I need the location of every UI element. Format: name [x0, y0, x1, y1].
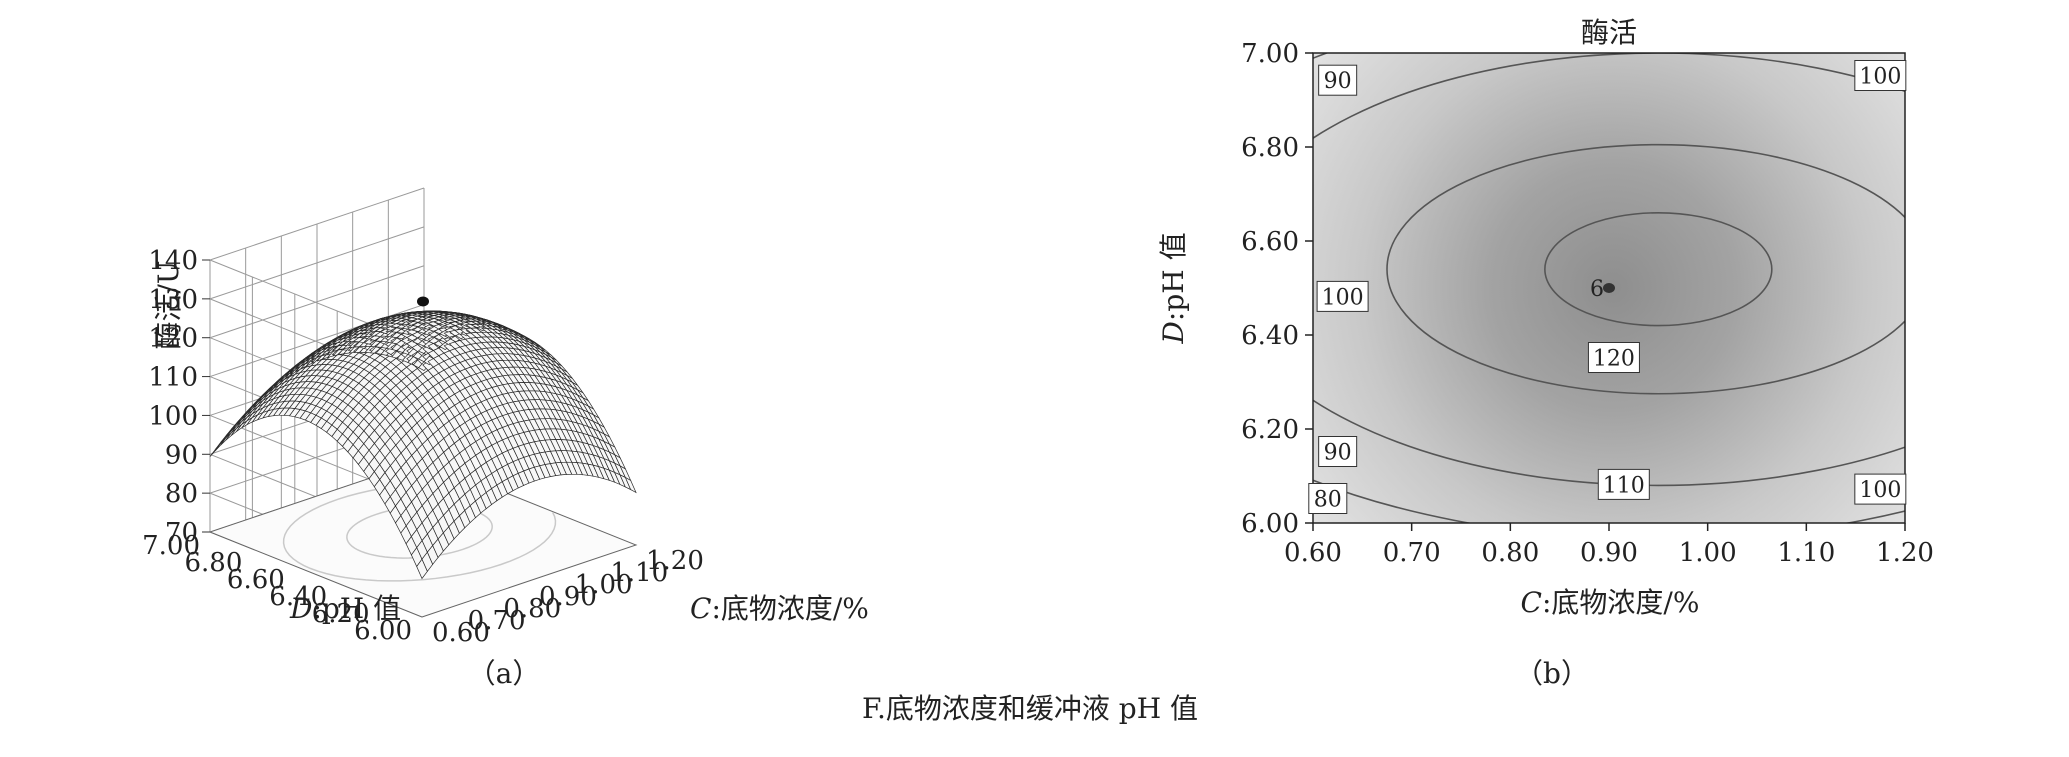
wall-grid-line — [209, 265, 425, 339]
contour-label: 100 — [1859, 478, 1901, 503]
surface-y-axis-var: D — [289, 592, 312, 625]
contour-label-box — [1854, 473, 1907, 505]
contour-label: 100 — [1859, 65, 1901, 90]
design-point-marker — [1603, 283, 1615, 293]
surface-y-axis-label: D:pH 值 — [289, 592, 401, 625]
x-tick-label: 1.20 — [1876, 538, 1934, 568]
z-tick-label: 120 — [148, 324, 198, 354]
x-tick-label: 0.80 — [503, 594, 561, 624]
panel-a-label: （a） — [468, 657, 541, 690]
contour-label-box — [1308, 483, 1348, 514]
y-tick-label: 6.80 — [185, 548, 243, 578]
contour-y-axis-var: D — [1157, 321, 1190, 344]
contour-line — [1544, 212, 1773, 327]
contour-label: 110 — [1603, 473, 1645, 498]
contour-label: 120 — [1593, 347, 1635, 372]
y-tick-label: 6.40 — [269, 582, 327, 612]
x-tick-label: 1.20 — [646, 546, 704, 576]
panel-b-label: （b） — [1515, 657, 1589, 690]
x-tick-label: 1.00 — [1679, 538, 1737, 568]
y-tick-label: 6.00 — [354, 616, 412, 646]
contour-line — [1386, 143, 1905, 395]
contour-label-box — [1587, 342, 1640, 373]
x-tick-label: 0.60 — [432, 618, 490, 648]
contour-plot: 0.60 0.70 0.80 0.90 1.00 1.10 1.20 6.00 6.20 6.40… — [1157, 16, 1934, 690]
y-tick-label: 6.80 — [1241, 133, 1299, 163]
y-tick-label: 6.20 — [312, 599, 370, 629]
y-tick-label: 6.00 — [1241, 509, 1299, 539]
surface-cell — [624, 476, 637, 494]
contour-axis-ticks: 0.60 0.70 0.80 0.90 1.00 1.10 1.20 6.00 6.20 6.40… — [1241, 39, 1934, 568]
surface-y-axis-text: :pH 值 — [312, 592, 401, 625]
contour-label-box — [1597, 468, 1650, 500]
surface-x-axis-label: C:底物浓度/% — [690, 592, 869, 625]
z-tick-label: 100 — [148, 401, 198, 431]
response-surface — [209, 296, 637, 580]
surface-x-axis-var: C — [690, 592, 711, 625]
surface-plot: 70 80 90 100 110 120 130 140 6.006.206.406.606.8… — [142, 187, 869, 690]
design-point-count: 6 — [1590, 277, 1604, 302]
floor-contour — [282, 482, 557, 582]
contour-label: 90 — [1324, 69, 1352, 94]
contour-label-box — [1318, 64, 1358, 96]
x-tick-label: 0.60 — [1284, 538, 1342, 568]
y-tick-label: 7.00 — [1241, 39, 1299, 69]
contour-label-box — [1316, 280, 1369, 312]
y-tick-label: 6.20 — [1241, 415, 1299, 445]
y-tick-label: 6.60 — [1241, 227, 1299, 257]
x-tick-label: 0.70 — [468, 606, 526, 636]
contour-label: 100 — [1322, 285, 1364, 310]
z-tick-label: 80 — [165, 479, 198, 509]
z-tick-label: 110 — [148, 363, 198, 393]
y-tick-label: 6.60 — [227, 565, 285, 595]
contour-label: 90 — [1324, 441, 1352, 466]
contour-title: 酶活 — [1581, 16, 1637, 49]
y-tick-label: 6.40 — [1241, 321, 1299, 351]
x-tick-label: 1.00 — [575, 570, 633, 600]
x-tick-label: 0.90 — [539, 582, 597, 612]
z-tick-label: 130 — [148, 285, 198, 315]
x-tick-label: 0.70 — [1383, 538, 1441, 568]
z-tick-label: 70 — [165, 518, 198, 548]
wall-grid-line — [209, 226, 425, 300]
contour-x-axis-var: C — [1521, 586, 1542, 619]
y-tick-label: 7.00 — [142, 531, 200, 561]
contour-x-axis-label: C:底物浓度/% — [1521, 586, 1700, 619]
surface-x-axis-text: :底物浓度/% — [711, 592, 868, 625]
x-tick-label: 0.80 — [1481, 538, 1539, 568]
x-tick-label: 0.90 — [1580, 538, 1638, 568]
contour-label-box — [1318, 436, 1358, 467]
x-tick-label: 1.10 — [1777, 538, 1835, 568]
x-tick-label: 1.10 — [610, 558, 668, 588]
contour-label: 80 — [1314, 488, 1342, 513]
surface-axis-ticks: 70 80 90 100 110 120 130 140 6.006.206.406.606.8… — [142, 246, 704, 648]
contour-x-axis-text: :底物浓度/% — [1542, 586, 1699, 619]
z-tick-label: 140 — [148, 246, 198, 276]
contour-y-axis-text: :pH 值 — [1157, 232, 1190, 321]
surface-z-axis-label: 酶活/U — [152, 260, 185, 349]
z-tick-label: 90 — [165, 440, 198, 470]
contour-y-axis-label: D:pH 值 — [1157, 232, 1190, 344]
contour-label-box — [1854, 60, 1907, 91]
wall-grid-line — [209, 187, 425, 261]
figure-caption: F.底物浓度和缓冲液 pH 值 — [862, 692, 1198, 725]
design-point-marker — [417, 296, 429, 307]
contour-level-labels: 90 100 100 120 90 110 80 100 6 — [1308, 60, 1907, 514]
